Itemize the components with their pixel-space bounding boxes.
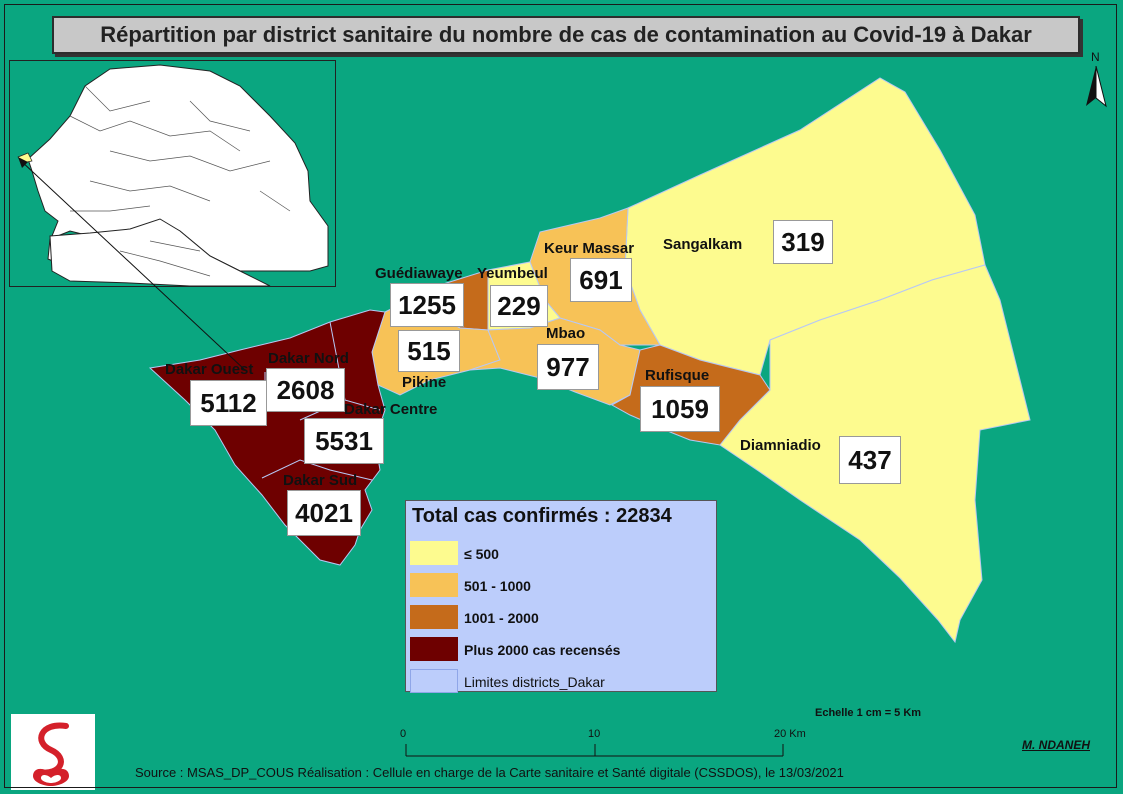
label-keur-massar: Keur Massar	[544, 240, 635, 257]
senegal-inset-map	[9, 60, 336, 287]
legend-label-1001-2000: 1001 - 2000	[464, 610, 539, 626]
value-pikine: 515	[398, 330, 460, 372]
map-legend: Total cas confirmés : 22834 ≤ 500 501 - …	[405, 500, 717, 693]
legend-swatch-boundaries	[410, 669, 458, 693]
label-dakar-ouest: Dakar Ouest	[165, 361, 254, 378]
legend-swatch-1001-2000	[410, 605, 458, 629]
legend-label-501-1000: 501 - 1000	[464, 578, 531, 594]
label-pikine: Pikine	[402, 374, 447, 391]
scale-tick-20: 20 Km	[774, 728, 806, 740]
value-guediawaye: 1255	[390, 283, 464, 327]
value-mbao: 977	[537, 344, 599, 390]
legend-swatch-501-1000	[410, 573, 458, 597]
legend-label-boundaries: Limites districts_Dakar	[464, 674, 605, 690]
legend-title: Total cas confirmés : 22834	[412, 505, 672, 527]
value-rufisque: 1059	[640, 386, 720, 432]
label-dakar-nord: Dakar Nord	[268, 350, 349, 367]
value-dakar-centre: 5531	[304, 418, 384, 464]
label-dakar-centre: Dakar Centre	[344, 401, 438, 418]
scale-bar: 0 10 20 Km	[398, 728, 818, 768]
scale-line	[405, 744, 784, 757]
label-diamniadio: Diamniadio	[740, 437, 821, 454]
label-yeumbeul: Yeumbeul	[477, 265, 548, 282]
value-dakar-sud: 4021	[287, 490, 361, 536]
author-credit: M. NDANEH	[1022, 738, 1090, 752]
scale-tick-10: 10	[588, 728, 601, 740]
value-dakar-ouest: 5112	[190, 380, 267, 426]
value-sangalkam: 319	[773, 220, 833, 264]
label-rufisque: Rufisque	[645, 367, 710, 384]
north-arrow-icon	[1086, 66, 1107, 108]
logo-icon	[33, 722, 69, 786]
legend-label-gt-2000: Plus 2000 cas recensés	[464, 642, 621, 658]
map-title: Répartition par district sanitaire du no…	[52, 16, 1080, 54]
value-yeumbeul: 229	[490, 285, 548, 327]
msas-logo	[11, 714, 95, 790]
legend-swatch-gt-2000	[410, 637, 458, 661]
value-keur-massar: 691	[570, 258, 632, 302]
label-mbao: Mbao	[546, 325, 586, 342]
north-arrow: N	[1082, 50, 1110, 110]
value-dakar-nord: 2608	[266, 368, 345, 412]
scale-tick-0: 0	[400, 728, 407, 740]
legend-swatch-le-500	[410, 541, 458, 565]
north-label: N	[1091, 50, 1100, 64]
senegal-outline	[17, 64, 329, 286]
label-guediawaye: Guédiawaye	[375, 265, 463, 282]
source-credit: Source : MSAS_DP_COUS Réalisation : Cell…	[135, 765, 844, 780]
label-dakar-sud: Dakar Sud	[283, 472, 358, 489]
value-diamniadio: 437	[839, 436, 901, 484]
scale-note: Echelle 1 cm = 5 Km	[815, 707, 922, 719]
legend-label-le-500: ≤ 500	[464, 546, 499, 562]
label-sangalkam: Sangalkam	[663, 236, 743, 253]
